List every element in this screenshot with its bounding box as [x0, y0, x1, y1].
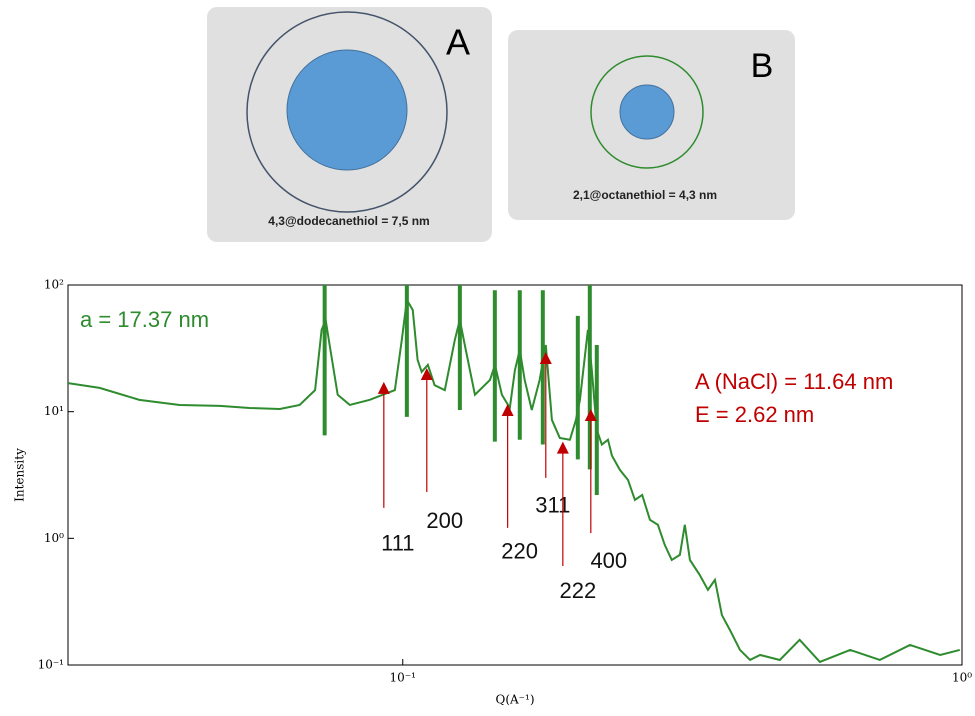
panel-caption: 4,3@dodecanethiol = 7,5 nm — [268, 214, 429, 228]
arrow-head — [584, 408, 597, 421]
arrow-label: 111 — [381, 531, 414, 556]
x-tick-label: 10⁻¹ — [390, 671, 416, 685]
x-tick-label: 10⁰ — [952, 671, 972, 685]
panel-caption: 2,1@octanethiol = 4,3 nm — [573, 188, 717, 202]
x-axis-label: Q(A⁻¹) — [495, 693, 534, 707]
series-label: a = 17.37 nm — [80, 307, 209, 332]
arrow-head — [377, 381, 390, 394]
y-tick-label: 10⁻¹ — [38, 658, 64, 672]
annotation: A (NaCl) = 11.64 nm — [695, 369, 893, 394]
arrow-head — [420, 368, 433, 381]
core — [619, 84, 675, 140]
panel-letter: B — [751, 47, 774, 85]
plot-frame — [67, 284, 963, 666]
arrow-head — [539, 351, 552, 364]
panel-b: B 2,1@octanethiol = 4,3 nm — [508, 30, 795, 220]
arrow-head — [556, 441, 569, 454]
shell — [590, 55, 704, 169]
arrow-label: 222 — [559, 578, 596, 603]
y-axis-label: Intensity — [13, 448, 27, 502]
arrow-label: 400 — [590, 548, 627, 573]
arrow-label: 200 — [426, 508, 463, 533]
core — [286, 49, 408, 171]
arrow-head — [501, 403, 514, 416]
annotation: E = 2.62 nm — [695, 402, 814, 427]
panel-letter: A — [446, 22, 470, 63]
y-tick-label: 10⁰ — [44, 531, 64, 545]
y-tick-label: 10¹ — [44, 404, 64, 418]
panel-a: A 4,3@dodecanethiol = 7,5 nm — [207, 7, 492, 242]
arrow-label: 311 — [535, 493, 570, 518]
shell — [246, 11, 448, 213]
data-line — [68, 296, 961, 664]
y-tick-label: 10² — [44, 278, 64, 292]
arrow-label: 220 — [501, 539, 538, 564]
plot-area — [68, 285, 961, 664]
